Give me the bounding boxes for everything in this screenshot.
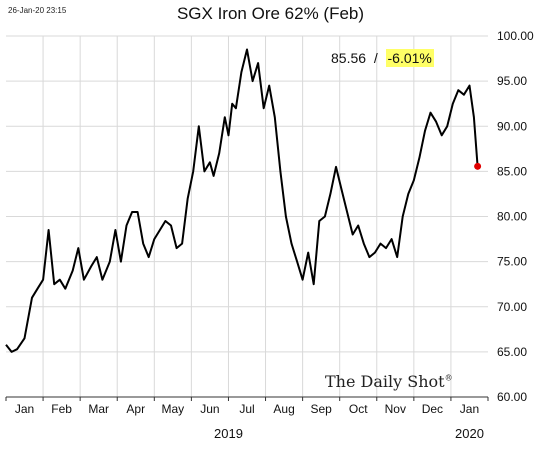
x-tick-label: Feb (51, 402, 72, 416)
year-label-2019: 2019 (214, 426, 243, 441)
y-tick-label: 65.00 (497, 345, 527, 359)
y-tick-label: 95.00 (497, 74, 527, 88)
x-tick-label: Jun (200, 402, 219, 416)
y-axis-ticks: 60.00 65.00 70.00 75.00 80.00 85.00 90.00 95.00… (497, 29, 534, 404)
year-label-2020: 2020 (455, 426, 484, 441)
timestamp: 26-Jan-20 23:15 (8, 6, 67, 15)
x-tick-label: May (162, 402, 185, 416)
x-tick-label: Apr (126, 402, 145, 416)
price-readout: 85.56 / -6.01% (331, 49, 434, 67)
price-line (5, 48, 479, 353)
y-tick-label: 70.00 (497, 300, 527, 314)
gridlines (6, 35, 488, 397)
x-tick-label: Jan (460, 402, 479, 416)
y-tick-label: 90.00 (497, 119, 527, 133)
price-change-badge: -6.01% (385, 49, 434, 67)
readout-separator: / (373, 50, 378, 66)
watermark-logo: The Daily Shot® (325, 372, 453, 391)
y-tick-label: 100.00 (497, 29, 534, 43)
x-tick-label: Nov (385, 402, 406, 416)
x-tick-label: Aug (273, 402, 294, 416)
y-tick-label: 85.00 (497, 164, 527, 178)
x-tick-label: Jan (15, 402, 34, 416)
x-tick-label: Mar (88, 402, 109, 416)
x-tick-label: Jul (239, 402, 254, 416)
x-tick-label: Dec (422, 402, 443, 416)
chart-title: SGX Iron Ore 62% (Feb) (176, 4, 365, 23)
watermark-text: The Daily Shot (325, 372, 445, 391)
y-tick-label: 80.00 (497, 210, 527, 224)
y-tick-label: 60.00 (497, 390, 527, 404)
y-tick-label: 75.00 (497, 255, 527, 269)
x-axis-ticks: Jan Feb Mar Apr May Jun Jul Aug Sep Oct Nov Dec Jan (5, 397, 489, 416)
x-tick-label: Sep (310, 402, 332, 416)
x-tick-label: Oct (349, 402, 368, 416)
last-price: 85.56 (331, 50, 367, 66)
watermark-mark: ® (444, 373, 453, 383)
last-price-marker (474, 162, 482, 170)
